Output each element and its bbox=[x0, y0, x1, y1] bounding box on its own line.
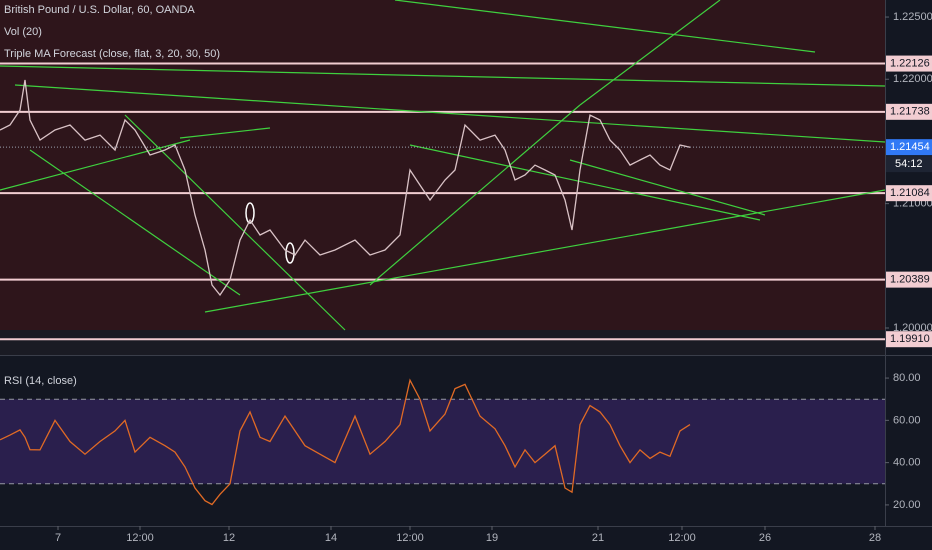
volume-strip bbox=[0, 330, 885, 355]
level-tag bbox=[886, 55, 932, 72]
indicator-label: Vol (20) bbox=[4, 26, 42, 38]
chart-title: British Pound / U.S. Dollar, 60, OANDA bbox=[4, 4, 195, 16]
x-tick-label: 7 bbox=[55, 532, 61, 544]
rsi-title: RSI (14, close) bbox=[4, 375, 77, 387]
trendline bbox=[369, 104, 581, 286]
level-tag bbox=[886, 185, 932, 202]
countdown-label: 54:12 bbox=[895, 158, 923, 170]
trendline bbox=[0, 139, 191, 191]
level-tag bbox=[886, 271, 932, 288]
y-tick-label: 60.00 bbox=[893, 414, 921, 426]
x-tick-label: 26 bbox=[759, 532, 771, 544]
trendline bbox=[14, 84, 886, 143]
y-tick-label: 20.00 bbox=[893, 499, 921, 511]
y-tick-label: 1.22500 bbox=[893, 11, 932, 23]
trendline bbox=[394, 0, 816, 53]
x-tick-label: 28 bbox=[869, 532, 881, 544]
trendline bbox=[579, 0, 721, 106]
levels-layer bbox=[0, 62, 885, 341]
rsi-band bbox=[0, 399, 885, 484]
x-tick-label: 12:00 bbox=[126, 532, 154, 544]
rsi-band-layer bbox=[0, 398, 885, 485]
trendlines bbox=[0, 0, 886, 331]
level-label: 1.20389 bbox=[890, 274, 930, 286]
x-tick-label: 12:00 bbox=[396, 532, 424, 544]
x-tick-label: 12 bbox=[223, 532, 235, 544]
marks-layer bbox=[0, 79, 691, 506]
level-tag bbox=[886, 103, 932, 120]
level-label: 1.21084 bbox=[890, 187, 930, 199]
level-label: 1.22126 bbox=[890, 57, 930, 69]
trendline bbox=[179, 127, 271, 139]
last-price-tag bbox=[886, 139, 932, 156]
x-tick-label: 12:00 bbox=[668, 532, 696, 544]
y-tick-label: 80.00 bbox=[893, 372, 921, 384]
price-pane bbox=[0, 0, 885, 330]
trendline bbox=[29, 149, 241, 296]
trendline bbox=[204, 189, 886, 313]
last-price-label: 1.21454 bbox=[890, 141, 930, 153]
y-tick-label: 1.20000 bbox=[893, 322, 932, 334]
price-line bbox=[0, 79, 691, 297]
countdown-tag bbox=[886, 156, 932, 173]
marker-ellipse bbox=[285, 242, 295, 264]
level-label: 1.21738 bbox=[890, 106, 930, 118]
trendline bbox=[0, 65, 886, 87]
level-tag bbox=[886, 331, 932, 348]
y-tick-label: 40.00 bbox=[893, 457, 921, 469]
indicator-label: Triple MA Forecast (close, flat, 3, 20, … bbox=[4, 48, 220, 60]
trendline bbox=[569, 159, 766, 216]
x-tick-label: 14 bbox=[325, 532, 337, 544]
y-tick-label: 1.22000 bbox=[893, 73, 932, 85]
level-label: 1.19910 bbox=[890, 333, 930, 345]
marker-ellipse bbox=[245, 202, 255, 224]
price-line bbox=[0, 378, 691, 506]
trendline bbox=[409, 144, 761, 221]
x-tick-label: 19 bbox=[486, 532, 498, 544]
x-tick-label: 21 bbox=[592, 532, 604, 544]
